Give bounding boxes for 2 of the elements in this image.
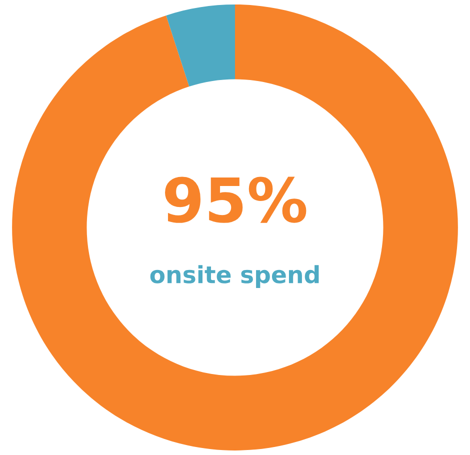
text: onsite spend (150, 265, 319, 288)
text: 95% (165, 176, 306, 223)
